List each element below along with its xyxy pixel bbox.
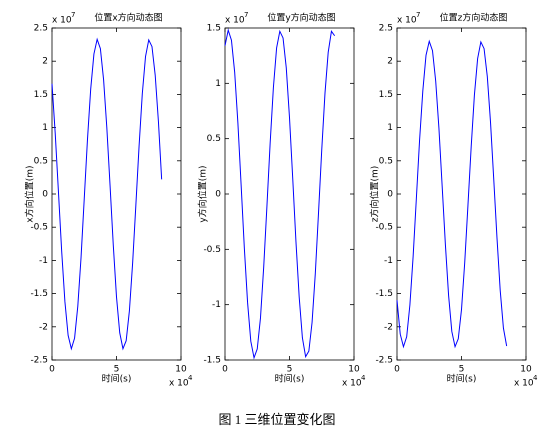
- x-axis-label: 时间(s): [102, 373, 132, 385]
- data-line: [51, 37, 163, 351]
- y-tick-label: -2.5: [30, 356, 48, 366]
- x-exponent-base: x 10: [342, 379, 362, 389]
- y-tick-label: -1.5: [375, 289, 393, 299]
- y-tick-label: -0.5: [375, 223, 393, 233]
- y-tick-label: -1: [212, 300, 221, 310]
- chart-title: 位置z方向动态图: [440, 12, 508, 24]
- y-tick-label: -1.5: [30, 289, 48, 299]
- x-exponent-power: 4: [361, 374, 366, 382]
- x-tick-label: 5: [459, 365, 465, 375]
- x-tick-label: 5: [287, 365, 293, 375]
- x-exponent-base: x 10: [514, 379, 534, 389]
- x-tick-label: 5: [114, 365, 120, 375]
- y-tick-label: 0: [42, 190, 48, 200]
- y-axis-label: y方向位置(m): [197, 165, 209, 222]
- x-exponent-power: 4: [188, 374, 193, 382]
- y-tick-label: -0.5: [30, 223, 48, 233]
- y-tick-label: 0.5: [379, 156, 393, 166]
- y-tick-label: -1.5: [203, 356, 221, 366]
- y-exponent-power: 7: [244, 11, 248, 19]
- y-tick-label: 2: [387, 57, 393, 67]
- y-tick-label: -2: [384, 322, 393, 332]
- y-tick-label: -2: [39, 322, 48, 332]
- y-tick-label: 1: [387, 123, 393, 133]
- data-line: [396, 39, 508, 349]
- y-tick-label: 1.5: [379, 90, 393, 100]
- y-exponent-base: x 10: [225, 16, 245, 26]
- y-axis-label: z方向位置(m): [369, 166, 381, 223]
- y-exponent-power: 7: [71, 11, 75, 19]
- x-tick-label: 10: [175, 365, 187, 375]
- y-tick-label: -2.5: [375, 356, 393, 366]
- y-tick-label: -1: [384, 256, 393, 266]
- x-tick-label: 0: [49, 365, 55, 375]
- x-tick-label: 10: [520, 365, 532, 375]
- y-tick-label: 2: [42, 57, 48, 67]
- x-tick-label: 0: [222, 365, 228, 375]
- y-tick-label: 1.5: [207, 24, 221, 34]
- x-axis-label: 时间(s): [275, 373, 305, 385]
- x-axis-label: 时间(s): [447, 373, 477, 385]
- y-tick-label: 0.5: [207, 134, 221, 144]
- chart-title: 位置x方向动态图: [94, 12, 162, 24]
- y-tick-label: 0: [387, 190, 393, 200]
- x-exponent-base: x 10: [169, 379, 189, 389]
- y-tick-label: 1: [42, 123, 48, 133]
- y-exponent-power: 7: [416, 11, 420, 19]
- y-tick-label: 2.5: [379, 24, 393, 34]
- y-exponent-base: x 10: [397, 16, 417, 26]
- x-exponent-power: 4: [533, 374, 538, 382]
- y-axis-label: x方向位置(m): [24, 165, 36, 222]
- y-tick-label: -1: [39, 256, 48, 266]
- y-tick-label: 1: [215, 79, 221, 89]
- y-tick-label: -0.5: [203, 245, 221, 255]
- y-tick-label: 0: [215, 190, 221, 200]
- y-exponent-base: x 10: [52, 16, 72, 26]
- data-line: [224, 28, 336, 360]
- y-tick-label: 2.5: [34, 24, 48, 34]
- y-tick-label: 0.5: [34, 156, 48, 166]
- x-tick-label: 10: [348, 365, 360, 375]
- chart-title: 位置y方向动态图: [267, 12, 335, 24]
- y-tick-label: 1.5: [34, 90, 48, 100]
- figure-caption: 图 1 三维位置变化图: [218, 412, 335, 427]
- x-tick-label: 0: [394, 365, 400, 375]
